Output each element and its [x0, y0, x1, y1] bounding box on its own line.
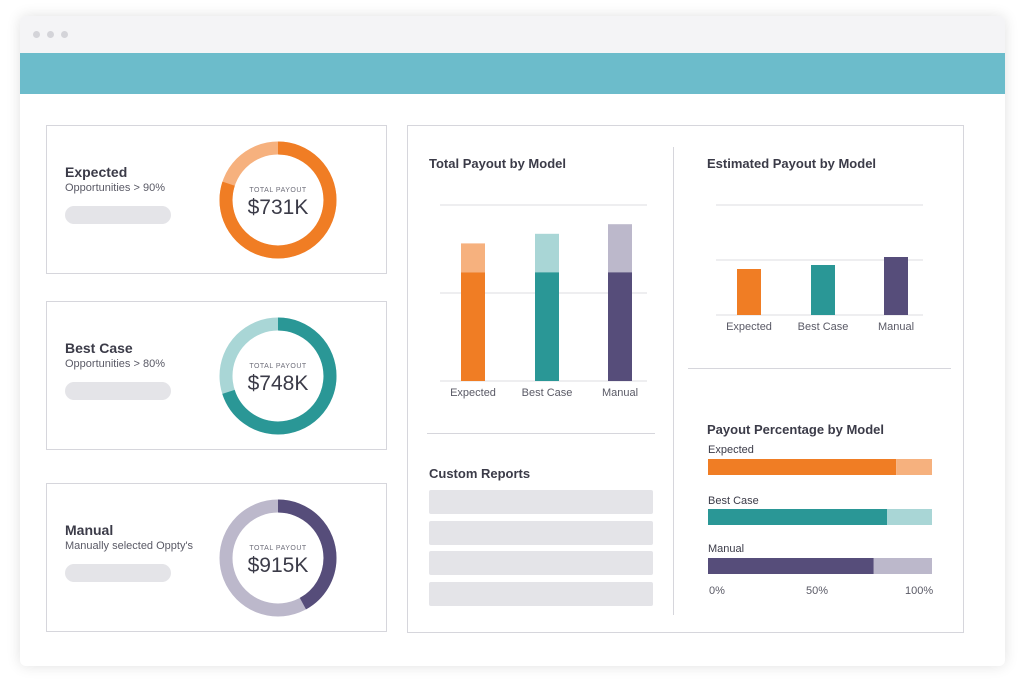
kpi-card-best-case[interactable]: Best Case Opportunities > 80% TOTAL PAYO…: [46, 301, 387, 450]
report-row[interactable]: [429, 551, 653, 575]
report-row[interactable]: [429, 582, 653, 606]
header-banner: [20, 53, 1005, 94]
x-axis-label: Expected: [726, 321, 772, 333]
donut-caption: TOTAL PAYOUT: [249, 187, 307, 194]
x-axis-label: Best Case: [798, 321, 849, 333]
kpi-placeholder-pill: [65, 564, 171, 582]
payout-donut: TOTAL PAYOUT $748K: [219, 317, 337, 435]
kpi-subtitle: Opportunities > 80%: [65, 358, 165, 370]
bar-segment: [608, 224, 632, 273]
kpi-card-manual[interactable]: Manual Manually selected Oppty's TOTAL P…: [46, 483, 387, 632]
x-axis-label: Manual: [602, 387, 638, 399]
bar: [811, 265, 835, 315]
kpi-subtitle: Manually selected Oppty's: [65, 540, 194, 552]
panel-vertical-divider: [673, 147, 674, 615]
x-tick-label: 50%: [806, 585, 829, 597]
report-row[interactable]: [429, 490, 653, 514]
kpi-subtitle: Opportunities > 90%: [65, 182, 165, 194]
window-titlebar: [20, 16, 1005, 53]
bar: [884, 257, 908, 315]
x-tick-label: 100%: [905, 585, 934, 597]
hbar-label-manual: Manual: [708, 543, 745, 555]
donut-value: $915K: [248, 554, 309, 577]
donut-primary-arc: [219, 317, 337, 435]
window-dot-icon[interactable]: [33, 31, 40, 38]
x-axis-label: Manual: [878, 321, 914, 333]
hbar-segment: [873, 558, 932, 574]
x-tick-label: 0%: [709, 585, 725, 597]
payout-percentage-title: Payout Percentage by Model: [707, 422, 884, 437]
panel-divider-left: [427, 433, 655, 434]
bar: [737, 269, 761, 315]
total-payout-chart: Expected Best Case Manual: [440, 204, 647, 399]
donut-value: $731K: [248, 196, 309, 219]
kpi-title: Best Case: [65, 340, 133, 356]
bar-segment: [461, 272, 485, 381]
bar-segment: [608, 272, 632, 381]
payout-percentage-chart: [708, 459, 932, 574]
donut-primary-arc: [219, 499, 337, 617]
total-payout-title: Total Payout by Model: [429, 156, 566, 171]
hbar-segment: [708, 558, 874, 574]
kpi-title: Manual: [65, 522, 114, 538]
hbar-segment: [887, 509, 932, 525]
kpi-placeholder-pill: [65, 382, 171, 400]
x-axis-label: Expected: [450, 387, 496, 399]
donut-value: $748K: [248, 372, 309, 395]
x-axis-label: Best Case: [522, 387, 573, 399]
bar-segment: [461, 243, 485, 273]
bar-segment: [535, 233, 559, 273]
custom-reports-title: Custom Reports: [429, 466, 531, 481]
report-row[interactable]: [429, 521, 653, 545]
donut-caption: TOTAL PAYOUT: [249, 545, 307, 552]
hbar-segment: [708, 459, 897, 475]
hbar-segment: [896, 459, 932, 475]
panel-divider-right: [688, 368, 951, 369]
payout-donut: TOTAL PAYOUT $731K: [219, 141, 337, 259]
hbar-label-best-case: Best Case: [708, 495, 759, 507]
hbar-segment: [708, 509, 888, 525]
donut-caption: TOTAL PAYOUT: [249, 363, 307, 370]
payout-donut: TOTAL PAYOUT $915K: [219, 499, 337, 617]
kpi-placeholder-pill: [65, 206, 171, 224]
bar-segment: [535, 272, 559, 381]
estimated-payout-title: Estimated Payout by Model: [707, 156, 877, 171]
estimated-payout-chart: Expected Best Case Manual: [716, 204, 923, 333]
window-dot-icon[interactable]: [47, 31, 54, 38]
window-dot-icon[interactable]: [61, 31, 68, 38]
dashboard-panel: [407, 125, 964, 633]
hbar-label-expected: Expected: [708, 444, 754, 456]
kpi-card-expected[interactable]: Expected Opportunities > 90% TOTAL PAYOU…: [46, 125, 387, 274]
donut-primary-arc: [219, 141, 337, 259]
kpi-title: Expected: [65, 164, 128, 180]
